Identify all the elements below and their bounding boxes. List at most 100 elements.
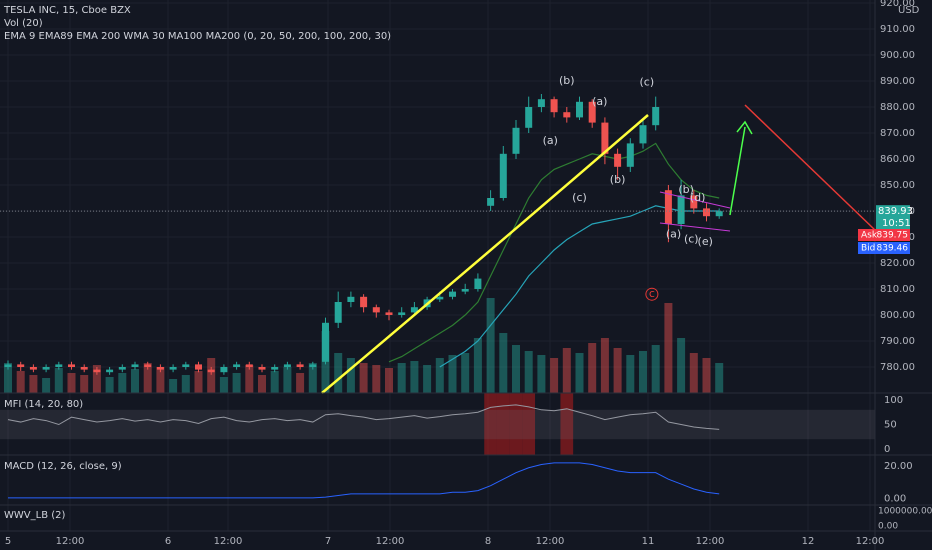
wave-label: (c) — [684, 233, 699, 246]
volume-bar — [702, 358, 711, 393]
wwv-tick: 0.00 — [878, 522, 898, 532]
wave-label: (c) — [572, 191, 587, 204]
volume-bar — [435, 358, 444, 393]
volume-bar — [42, 378, 51, 393]
last-price-box — [876, 205, 910, 230]
candle-body — [29, 367, 37, 370]
time-label: 7 — [325, 536, 331, 547]
time-label: 8 — [485, 536, 491, 547]
wave-label: (c) — [639, 75, 654, 88]
bid-name: Bid — [861, 244, 875, 254]
currency: USD — [898, 5, 920, 16]
candle-body — [588, 101, 596, 123]
mfi-overbought — [560, 393, 574, 455]
wave-label: (b) — [610, 173, 626, 186]
trend-curve — [321, 114, 649, 394]
down-line — [744, 104, 876, 231]
moving-average — [388, 142, 720, 363]
candle-body — [512, 127, 520, 154]
volume-bar — [651, 345, 660, 393]
candle-body — [4, 364, 12, 367]
candle-body — [169, 367, 177, 370]
volume-bar — [550, 358, 559, 393]
volume-bar — [423, 365, 432, 393]
candle-body — [283, 364, 291, 367]
macd-line — [8, 462, 720, 499]
volume-bar — [219, 377, 228, 393]
volume-bar — [143, 363, 152, 393]
annotation-circle — [645, 287, 659, 301]
volume-bar — [334, 353, 343, 393]
candle-body — [144, 364, 152, 367]
wave-label: (a) — [543, 134, 558, 147]
candle-body — [131, 364, 139, 367]
wave-label: (d) — [690, 191, 706, 204]
up-arrow-head — [736, 120, 753, 135]
price-tick-label: 920.00 — [880, 0, 915, 9]
time-label: 12:00 — [56, 536, 85, 547]
wave-label: (b) — [559, 74, 575, 87]
candle-body — [233, 364, 241, 367]
volume-bar — [308, 363, 317, 393]
wave-label: (a) — [666, 227, 681, 240]
symbol-title: TESLA INC, 15, Cboe BZX — [3, 5, 131, 16]
wave-label: (a) — [592, 95, 607, 108]
candle-body — [639, 125, 647, 144]
candle-body — [652, 107, 660, 126]
wave-label: (b) — [678, 183, 694, 196]
mfi-title: MFI (14, 20, 80) — [4, 399, 83, 410]
last-price: 839.93 — [878, 206, 913, 217]
ask-box — [858, 229, 910, 241]
price-tick-label: 910.00 — [880, 24, 915, 35]
countdown: 10:51 — [882, 218, 911, 229]
time-label: 12:00 — [376, 536, 405, 547]
volume-bar — [397, 363, 406, 393]
bid-box — [858, 242, 910, 254]
candle-body — [118, 367, 126, 370]
time-label: 12:00 — [696, 536, 725, 547]
volume-bar — [245, 365, 254, 393]
candle-body — [537, 99, 545, 107]
volume-bar — [296, 373, 305, 393]
volume-bar — [359, 363, 368, 393]
candle-body — [182, 364, 190, 367]
volume-bar — [29, 375, 38, 393]
time-label: 12:00 — [536, 536, 565, 547]
candle-body — [156, 367, 164, 370]
marks — [0, 94, 875, 499]
volume-label: Vol (20) — [4, 18, 43, 29]
mfi-overbought — [496, 393, 510, 455]
up-arrow — [729, 126, 746, 216]
candle-body — [525, 107, 533, 128]
time-label: 12:00 — [214, 536, 243, 547]
candle-body — [106, 369, 114, 373]
candle-body — [245, 364, 253, 367]
wwv-tick: 1000000.00 — [878, 507, 932, 517]
volume-bar — [677, 338, 686, 393]
candle-body — [385, 312, 393, 315]
time-label: 12:00 — [856, 536, 885, 547]
candle-body — [42, 367, 50, 370]
volume-bar — [283, 367, 292, 393]
candle-body — [461, 289, 469, 292]
candle-body — [677, 195, 685, 224]
candle-body — [614, 153, 622, 167]
candle-body — [372, 307, 380, 313]
candle-body — [195, 364, 202, 370]
candle-body — [449, 291, 456, 297]
volume-bar — [639, 351, 647, 393]
mfi-line — [7, 404, 720, 430]
volume-bar — [372, 365, 381, 393]
candle-body — [271, 367, 279, 370]
grid — [0, 0, 875, 531]
candle-body — [55, 364, 63, 367]
price-tick-label: 860.00 — [880, 154, 915, 165]
volume-bar — [270, 371, 279, 393]
candle-body — [410, 307, 418, 313]
candle-body — [220, 367, 228, 373]
volume-bar — [575, 353, 584, 393]
mfi-tick: 50 — [884, 420, 897, 431]
volume-bar — [499, 333, 508, 393]
volume-bar — [118, 373, 127, 393]
